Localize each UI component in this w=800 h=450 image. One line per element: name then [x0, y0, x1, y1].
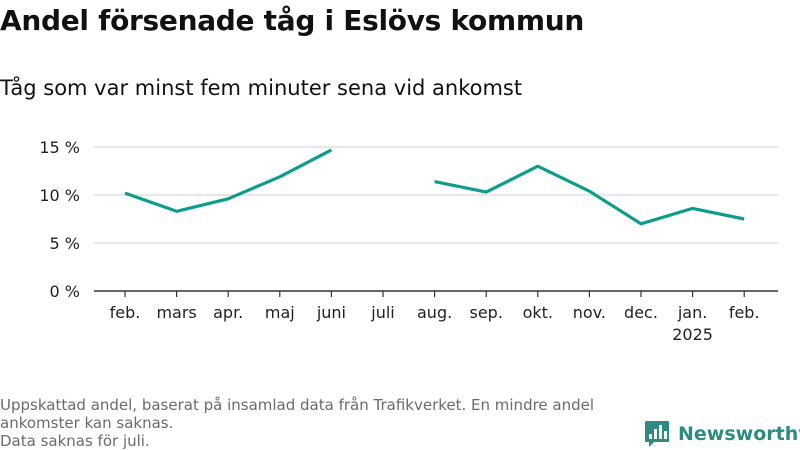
x-tick-label: mars: [156, 303, 196, 322]
x-tick-label: jan.: [677, 303, 707, 322]
x-tick-label: feb.: [729, 303, 760, 322]
x-tick-label: juli: [370, 303, 394, 322]
y-tick-label: 0 %: [50, 282, 80, 301]
x-tick-label: nov.: [573, 303, 606, 322]
x-tick-sublabel: 2025: [672, 325, 713, 344]
footnote: Uppskattad andel, baserat på insamlad da…: [0, 396, 630, 450]
x-tick-label: feb.: [110, 303, 141, 322]
y-tick-label: 10 %: [39, 186, 80, 205]
x-tick-label: juni: [316, 303, 346, 322]
x-tick-label: sep.: [469, 303, 502, 322]
y-tick-label: 5 %: [50, 234, 80, 253]
bar-chart-logo-icon: [645, 421, 669, 447]
brand-name: Newsworthy: [678, 423, 800, 445]
chart-title: Andel försenade tåg i Eslövs kommun: [0, 4, 585, 37]
x-tick-label: dec.: [624, 303, 658, 322]
x-tick-label: maj: [265, 303, 295, 322]
series-line-segment: [434, 164, 745, 226]
x-tick-label: okt.: [523, 303, 553, 322]
footnote-source: Uppskattad andel, baserat på insamlad da…: [0, 396, 595, 432]
x-tick-label: aug.: [417, 303, 452, 322]
x-tick-label: apr.: [213, 303, 243, 322]
footnote-missing-data: Data saknas för juli.: [0, 432, 150, 450]
series-line-segment: [124, 148, 333, 213]
y-tick-label: 15 %: [39, 138, 80, 157]
brand-logo: Newsworthy: [644, 420, 800, 448]
chart-subtitle: Tåg som var minst fem minuter sena vid a…: [0, 76, 523, 100]
